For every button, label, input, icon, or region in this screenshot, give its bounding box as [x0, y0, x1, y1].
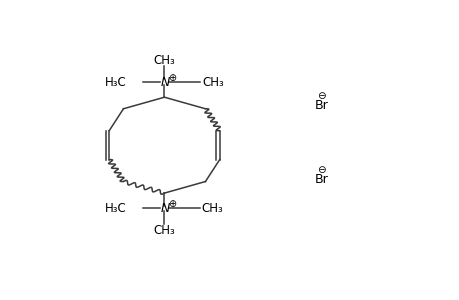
Text: CH₃: CH₃	[153, 224, 175, 236]
Text: ⊕: ⊕	[168, 199, 176, 209]
Text: ⊖: ⊖	[316, 91, 325, 101]
Text: CH₃: CH₃	[201, 202, 223, 214]
Text: Br: Br	[314, 99, 327, 112]
Text: Br: Br	[314, 173, 327, 186]
Text: N: N	[161, 202, 170, 214]
Text: ⊖: ⊖	[316, 165, 325, 175]
Text: CH₃: CH₃	[153, 54, 175, 67]
Text: H₃C: H₃C	[105, 202, 127, 214]
Text: N: N	[161, 76, 170, 89]
Text: CH₃: CH₃	[202, 76, 223, 89]
Text: H₃C: H₃C	[105, 76, 127, 89]
Text: ⊕: ⊕	[168, 73, 176, 83]
